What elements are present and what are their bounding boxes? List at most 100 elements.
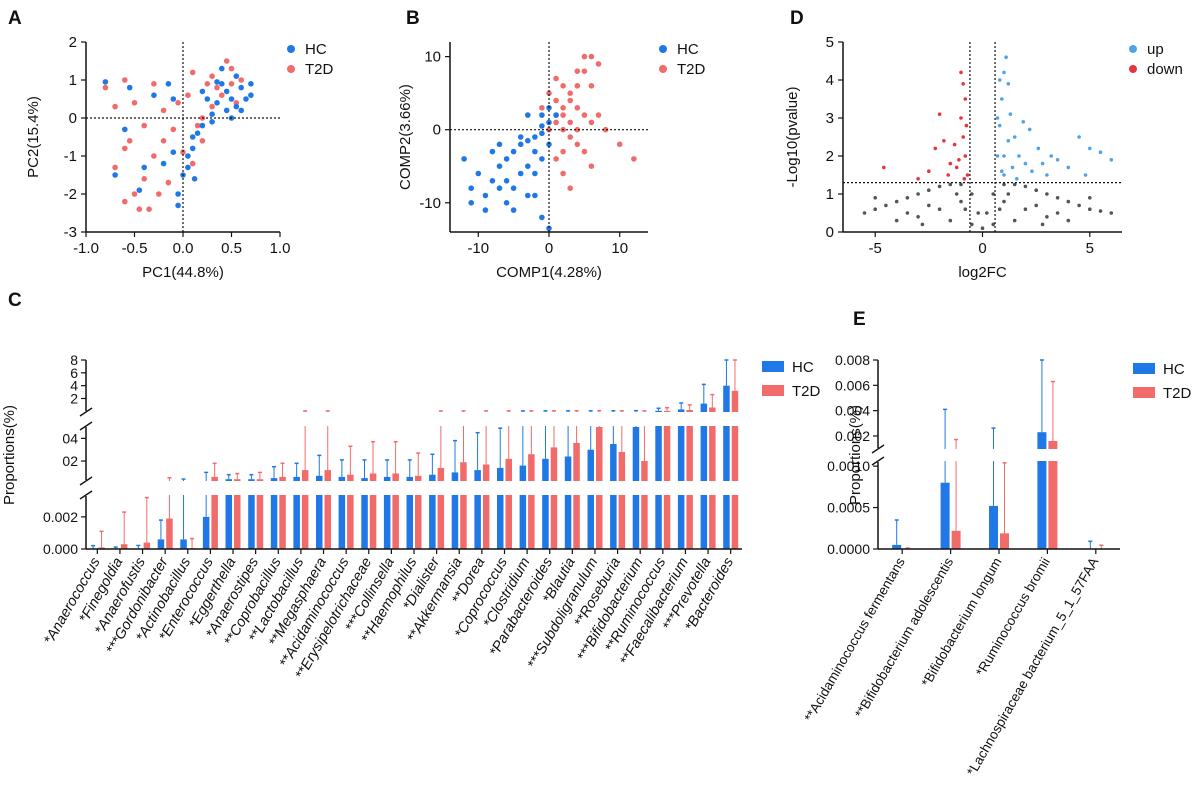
data-point [180,149,186,155]
data-point [948,218,953,223]
legend-marker [659,65,667,73]
data-point [1077,135,1081,139]
y-tick-label: 1 [69,72,77,89]
panel-c: 0.0000.00202042468*Anaerococcus*Finegold… [1,290,821,682]
data-point [1049,154,1053,158]
legend-marker [287,65,295,73]
data-point [1040,222,1045,227]
bar [460,462,467,549]
data-point [948,182,953,187]
data-point [1045,192,1049,196]
bar [248,479,255,549]
data-point [532,170,538,177]
bar [324,470,331,549]
y-tick-label: 10 [424,49,441,66]
bar [120,544,128,549]
data-point [1045,173,1049,177]
data-point [539,156,545,162]
data-point [248,92,254,98]
data-point [995,154,1000,158]
data-point [214,100,220,106]
data-point [631,156,637,162]
x-tick-label: 1.0 [270,240,291,257]
data-point [233,73,240,79]
panel-label: B [406,8,420,29]
bar [279,476,286,549]
data-point [882,165,886,170]
y-tick-label: 0.004 [835,403,870,419]
data-point [1036,146,1041,151]
data-point [539,130,545,137]
data-point [539,123,545,129]
data-point [553,156,559,162]
data-point [553,75,559,82]
data-point [151,92,157,98]
x-tick-label: 10 [611,240,628,257]
bar [709,407,716,549]
x-tick-label: 0 [978,240,986,257]
bar [686,410,693,549]
y-tick-label: 0.002 [43,509,78,525]
bar [528,454,535,549]
series-hc [461,105,559,232]
data-point [238,107,244,114]
data-point [510,148,517,155]
data-point [233,103,240,110]
bar [519,465,527,549]
panel-b: -10 0 10 -10 0 10 COMP1(4.28%) COMP2(3.66%) B HC T… [397,8,706,281]
bar [234,479,241,549]
bar [542,458,549,549]
bar [293,476,300,549]
data-point [219,81,225,87]
data-point [136,206,143,212]
data-point [160,138,167,144]
axis-break-mark [871,456,885,466]
y-axis-label: COMP2(3.66%) [397,84,414,190]
data-point [170,126,177,133]
bar [437,467,445,549]
y-tick-label: 4 [70,378,78,394]
series-t2d [903,380,1106,550]
y-tick-label: 5 [826,34,834,51]
x-tick-label: -5 [869,240,882,257]
data-point [581,53,588,60]
data-point [937,112,942,116]
bar [369,473,377,549]
y-tick-label: 2 [70,390,78,406]
data-point [959,70,963,75]
bar [677,409,685,549]
bar [429,474,436,549]
data-point [1002,173,1006,177]
bar [415,475,422,549]
data-point [546,90,552,96]
data-point [560,148,566,155]
data-point [165,81,172,87]
legend-label: T2D [792,383,821,400]
legend-label: up [1147,41,1164,58]
data-point [525,192,531,199]
panel-a: -1.0 -0.5 0.0 0.5 1.0 -3 -2 -1 0 1 2 PC1(44.8%) PC2(… [8,8,334,281]
bar [1000,533,1009,549]
panel-e: 0.0000 0.0005 0.0010 0.002 0.004 0.006 0.008 **… [801,309,1191,778]
legend-swatch [1133,363,1155,374]
data-point [602,126,609,133]
data-point [1002,154,1006,158]
legend-label: T2D [1163,385,1192,402]
data-point [468,185,475,191]
bar [157,539,165,549]
data-point [916,192,920,196]
data-point [1045,215,1049,219]
data-point [1088,146,1092,151]
data-point [574,68,581,74]
bar [505,458,512,549]
data-point [496,185,503,191]
data-point [214,79,220,85]
bar [1037,432,1047,549]
data-point [503,178,510,184]
bar [406,476,413,549]
data-point [525,163,531,169]
bar [474,470,481,549]
bar [270,478,278,549]
data-point [1066,165,1071,170]
y-tick-label: 0.008 [835,352,870,368]
